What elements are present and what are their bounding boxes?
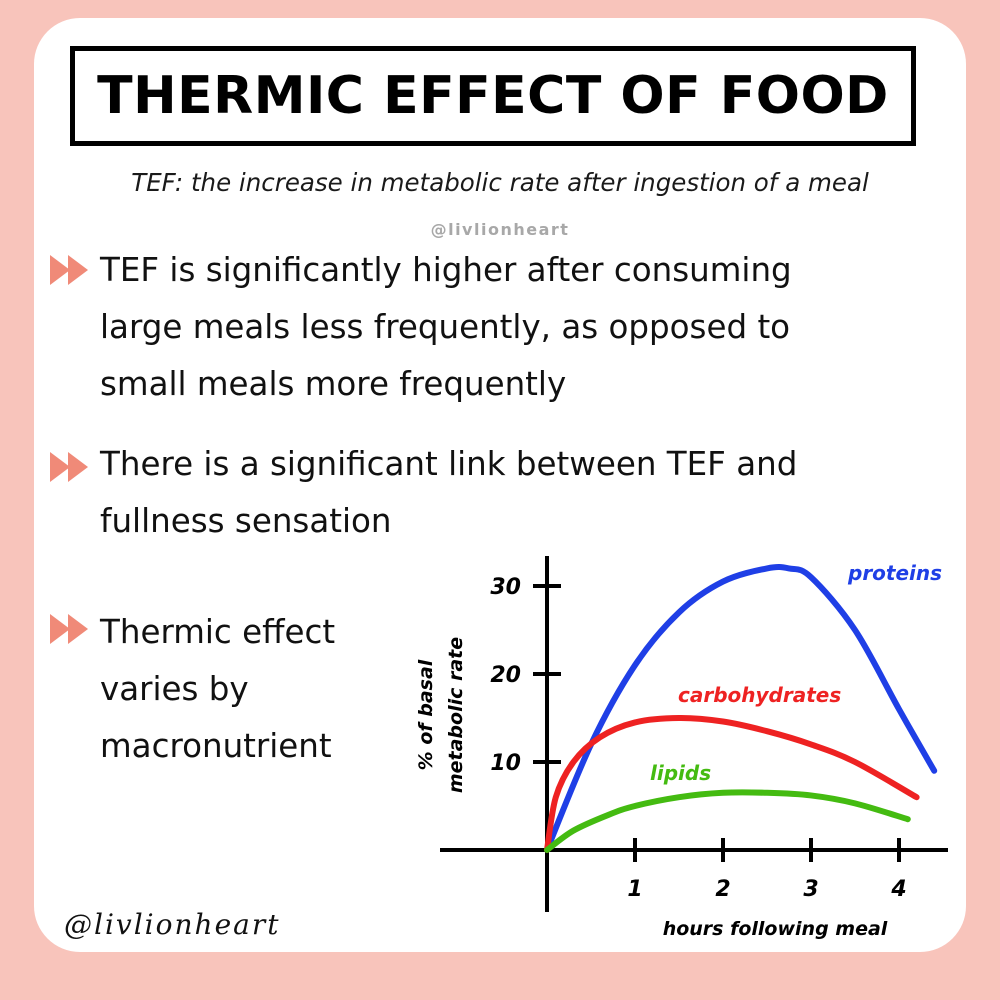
- y-tick-label: 20: [490, 663, 521, 688]
- bullet-line: fullness sensation: [100, 502, 392, 540]
- bullet-line: There is a significant link between TEF …: [100, 445, 798, 483]
- bullet-line: large meals less frequently, as opposed …: [100, 308, 791, 346]
- x-tick-label: 3: [803, 877, 818, 902]
- double-chevron-right-icon: [50, 255, 94, 285]
- y-axis-title-line: % of basal: [415, 659, 437, 770]
- x-tick-label: 1: [627, 877, 642, 902]
- y-axis-title-line: metabolic rate: [445, 637, 467, 793]
- subtitle: TEF: the increase in metabolic rate afte…: [131, 168, 869, 197]
- y-tick-label: 10: [490, 751, 521, 776]
- signature-handle: @livlionheart: [64, 908, 281, 941]
- double-chevron-right-icon: [50, 614, 94, 644]
- bullet-line: Thermic effect: [100, 613, 336, 651]
- bullet-2: There is a significant link between TEF …: [100, 436, 797, 550]
- x-tick-label: 4: [890, 877, 906, 902]
- y-tick-label: 30: [490, 575, 521, 600]
- bullet-line: small meals more frequently: [100, 365, 567, 403]
- x-axis-title: hours following meal: [663, 918, 888, 940]
- bullet-line: TEF is significantly higher after consum…: [100, 251, 792, 289]
- series-line-carbohydrates: [544, 714, 920, 853]
- bullet-3: Thermic effect varies by macronutrient: [100, 604, 335, 775]
- series-label-lipids: lipids: [650, 761, 711, 785]
- bullet-line: varies by: [100, 670, 249, 708]
- page-title: THERMIC EFFECT OF FOOD: [97, 66, 889, 126]
- title-box: THERMIC EFFECT OF FOOD: [70, 46, 916, 146]
- watermark-handle: @livlionheart: [430, 220, 570, 239]
- series-label-proteins: proteins: [847, 561, 942, 585]
- series-line-lipids: [544, 789, 911, 853]
- double-chevron-right-icon: [50, 452, 94, 482]
- y-axis-title: % of basal metabolic rate: [415, 637, 467, 793]
- bullet-line: macronutrient: [100, 727, 332, 765]
- series-line-proteins: [544, 564, 938, 853]
- series-label-carbohydrates: carbohydrates: [678, 683, 841, 707]
- bullet-1: TEF is significantly higher after consum…: [100, 242, 792, 413]
- x-tick-label: 2: [715, 877, 730, 902]
